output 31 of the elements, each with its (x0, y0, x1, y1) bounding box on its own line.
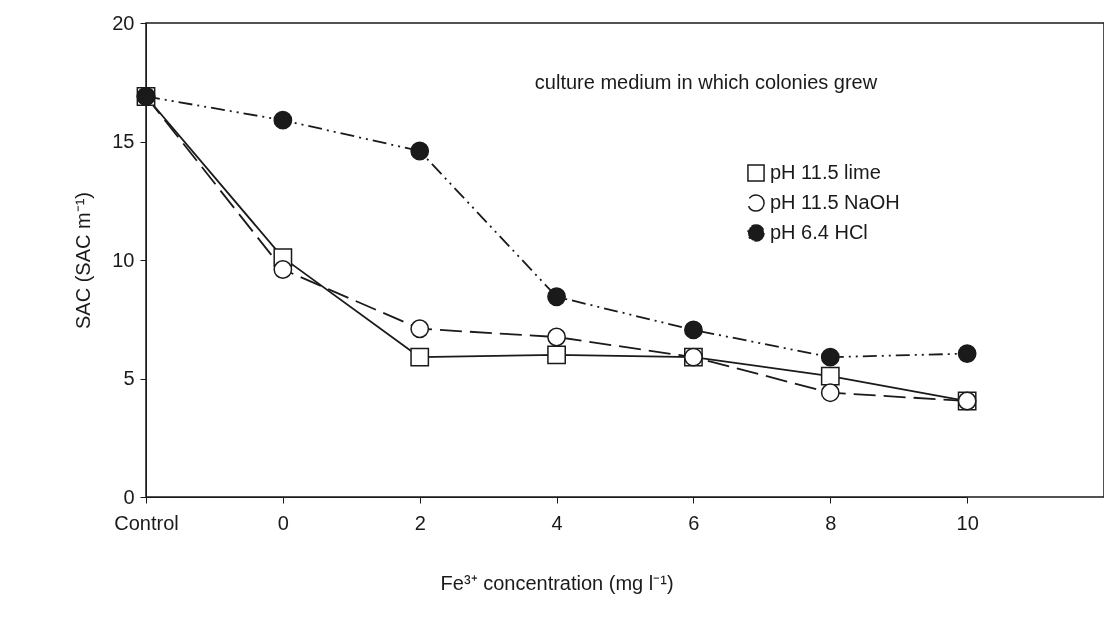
x-tick-label: 0 (277, 511, 289, 534)
x-axis-title: Fe³⁺ concentration (mg l⁻¹) (440, 571, 674, 594)
x-tick-label: 4 (551, 511, 563, 534)
y-axis-title: SAC (SAC m⁻¹) (72, 192, 95, 329)
point (410, 319, 430, 339)
point (684, 320, 703, 340)
point (273, 110, 293, 130)
point (410, 347, 430, 367)
legend-label: pH 6.4 HCl (770, 221, 868, 243)
x-tick-label: 10 (956, 511, 979, 534)
y-tick-label: 10 (112, 248, 135, 271)
point (273, 260, 293, 279)
point (820, 366, 840, 386)
point (820, 347, 840, 367)
x-tick-label: 8 (825, 511, 837, 534)
y-tick-label: 5 (123, 367, 135, 389)
y-tick-label: 0 (123, 485, 135, 508)
point (547, 327, 566, 347)
point (410, 141, 430, 161)
point (957, 344, 977, 364)
legend-label: pH 11.5 lime (770, 161, 881, 183)
point (820, 383, 840, 403)
annotation: culture medium in which colonies grew (534, 71, 878, 93)
x-tick-label: 2 (414, 511, 426, 534)
y-tick-label: 15 (112, 130, 135, 152)
x-tick-label: 6 (688, 511, 700, 534)
point (547, 345, 566, 365)
legend-label: pH 11.5 NaOH (770, 191, 900, 213)
point (547, 287, 566, 307)
x-tick-label: Control (114, 511, 179, 534)
y-tick-label: 20 (112, 11, 135, 34)
